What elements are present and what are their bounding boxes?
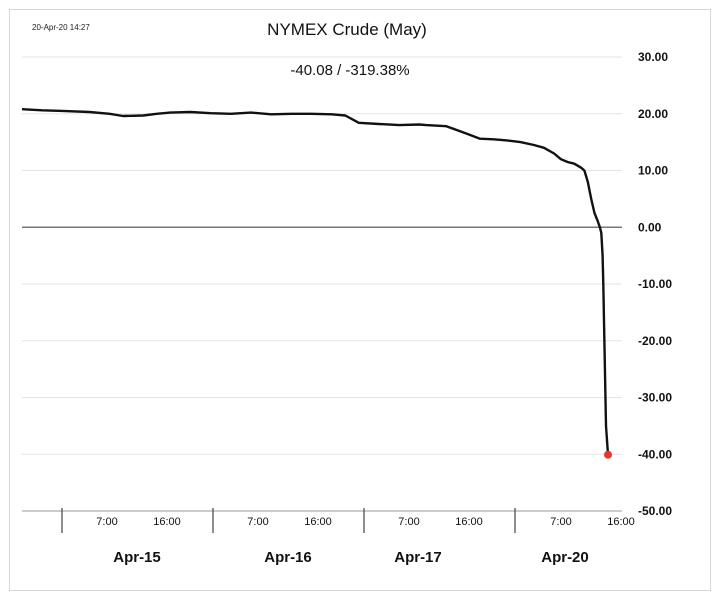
y-tick-label: -40.00 bbox=[638, 447, 672, 461]
x-axis: 7:00 16:00 7:00 16:00 7:00 16:00 7:00 16:00 Apr-… bbox=[22, 508, 635, 566]
series-layer bbox=[21, 108, 612, 459]
y-tick-label: -10.00 bbox=[638, 277, 672, 291]
line-chart: 20-Apr-20 14:27 NYMEX Crude (May) -40.08… bbox=[21, 20, 672, 566]
chart-frame: 20-Apr-20 14:27 NYMEX Crude (May) -40.08… bbox=[9, 9, 711, 591]
y-tick-label: -50.00 bbox=[638, 504, 672, 518]
x-day-label: Apr-15 bbox=[113, 549, 161, 566]
last-price-marker bbox=[604, 450, 612, 459]
y-tick-label: 0.00 bbox=[638, 220, 662, 234]
x-time-label: 16:00 bbox=[153, 516, 181, 528]
y-tick-label: 30.00 bbox=[638, 50, 668, 64]
y-tick-label: -20.00 bbox=[638, 334, 672, 348]
grid-layer bbox=[22, 56, 622, 512]
price-series-line bbox=[21, 108, 610, 455]
timestamp: 20-Apr-20 14:27 bbox=[32, 23, 90, 32]
x-time-label: 16:00 bbox=[455, 516, 483, 528]
y-tick-label: -30.00 bbox=[638, 391, 672, 405]
x-time-label: 16:00 bbox=[607, 516, 635, 528]
chart-subtitle: -40.08 / -319.38% bbox=[290, 62, 409, 79]
y-axis-ticks: 30.00 20.00 10.00 0.00 -10.00 -20.00 -30.00 -40… bbox=[638, 50, 672, 518]
x-time-label: 16:00 bbox=[304, 516, 332, 528]
x-time-label: 7:00 bbox=[550, 516, 571, 528]
x-time-label: 7:00 bbox=[398, 516, 419, 528]
chart-title: NYMEX Crude (May) bbox=[267, 20, 427, 39]
x-time-label: 7:00 bbox=[247, 516, 268, 528]
y-tick-label: 10.00 bbox=[638, 164, 668, 178]
x-day-label: Apr-16 bbox=[264, 549, 312, 566]
x-day-label: Apr-20 bbox=[541, 549, 589, 566]
x-time-label: 7:00 bbox=[96, 516, 117, 528]
x-day-label: Apr-17 bbox=[394, 549, 442, 566]
y-tick-label: 20.00 bbox=[638, 107, 668, 121]
